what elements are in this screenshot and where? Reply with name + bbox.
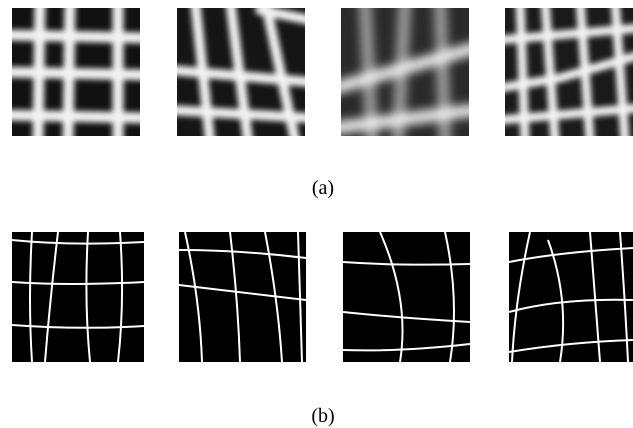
image-b2 bbox=[179, 232, 306, 362]
image-a1 bbox=[0, 0, 150, 140]
image-b4 bbox=[509, 232, 633, 362]
image-b1 bbox=[12, 232, 144, 362]
image-b3 bbox=[343, 232, 470, 362]
figure: (a) (b) bbox=[0, 0, 633, 428]
image-a3 bbox=[335, 0, 475, 140]
image-a4 bbox=[500, 0, 633, 140]
panel-label: (b) bbox=[311, 405, 334, 427]
panel-label: (a) bbox=[312, 177, 334, 199]
image-a2 bbox=[170, 0, 310, 140]
